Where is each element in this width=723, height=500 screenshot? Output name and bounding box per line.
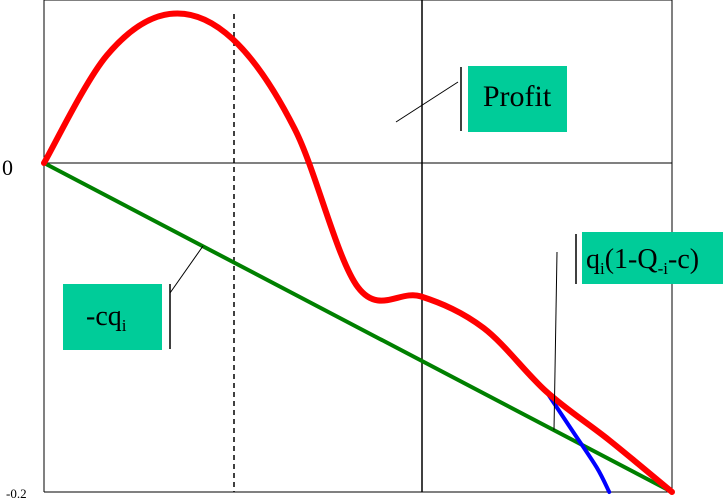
y-tick-label-0: 0 <box>2 155 13 180</box>
revenue-label-mid: (1-Q <box>605 244 658 275</box>
profit-label-box <box>468 66 567 132</box>
profit-leader-line <box>395 81 459 123</box>
cost-annotation: -cqi <box>63 245 204 350</box>
revenue-leader-line <box>553 251 558 431</box>
revenue-label-tail: -c) <box>668 244 699 275</box>
y-tick-label-neg-0-2: -0.2 <box>6 486 27 500</box>
revenue-label-base-sub: i <box>600 259 605 278</box>
profit-label: Profit <box>483 80 552 113</box>
cost-label-base: -cq <box>86 301 122 332</box>
revenue-label: qi(1-Q-i-c) <box>586 244 699 278</box>
profit-series-line <box>41 10 675 495</box>
revenue-annotation: qi(1-Q-i-c) <box>553 232 723 431</box>
revenue-series-line <box>544 389 612 494</box>
revenue-label-mid-sub: -i <box>658 259 669 278</box>
cost-label-box <box>63 284 162 350</box>
series-layer <box>41 10 675 495</box>
cost-label-base-sub: i <box>122 316 127 335</box>
revenue-label-box <box>582 232 723 284</box>
cost-leader-line <box>169 245 204 294</box>
grid-lines <box>43 0 673 493</box>
revenue-label-base: q <box>586 244 600 275</box>
cost-label: -cqi <box>86 301 127 335</box>
cost-series-line <box>42 161 674 494</box>
profit-annotation: Profit <box>395 66 567 132</box>
